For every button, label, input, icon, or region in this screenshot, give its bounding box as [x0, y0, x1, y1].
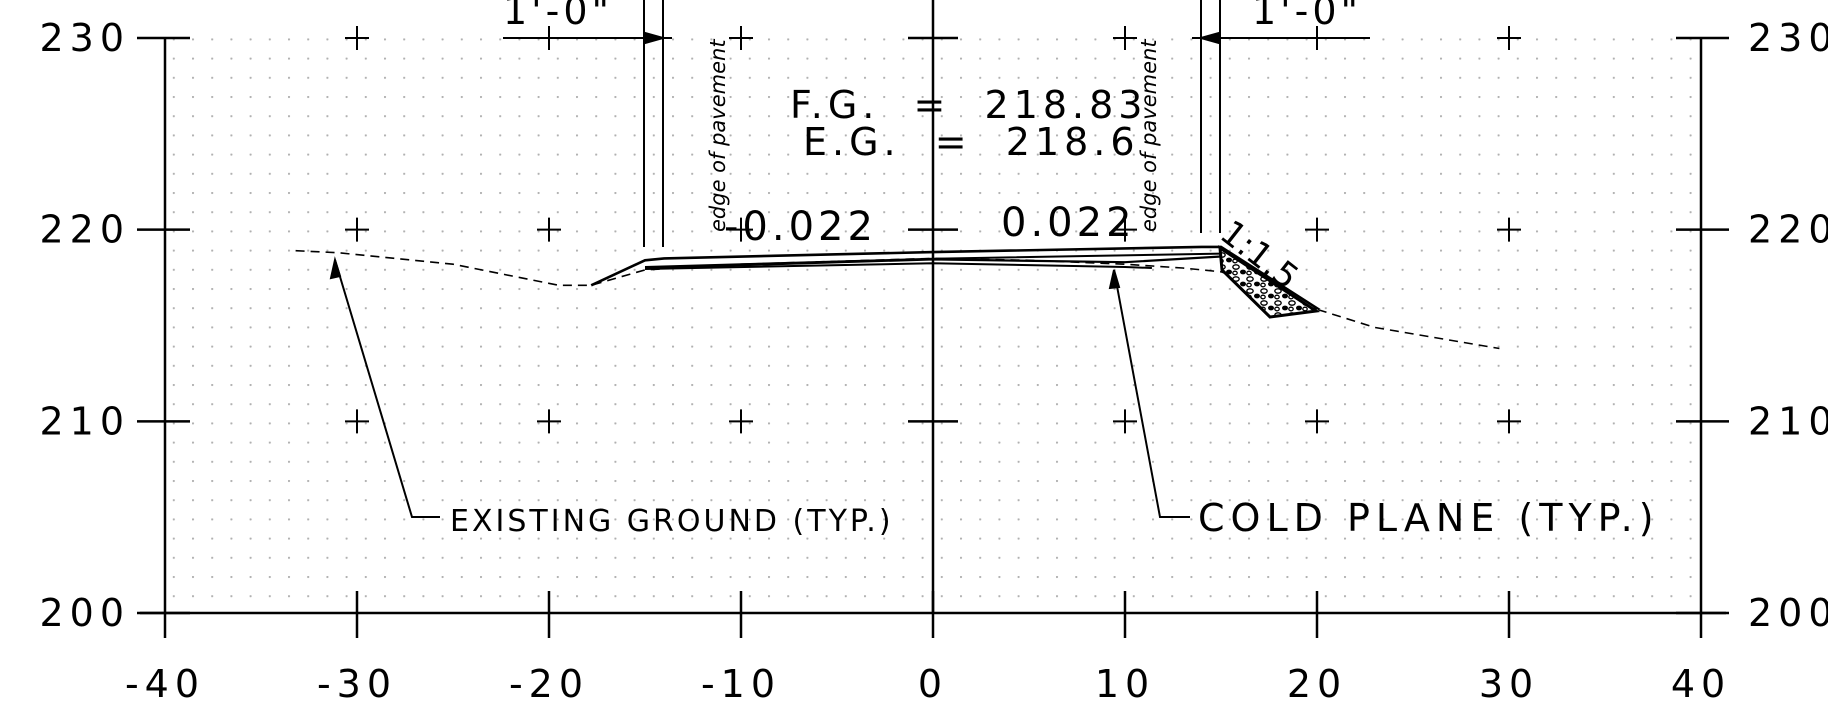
edge-of-pavement-label-left: edge of pavement — [706, 39, 730, 232]
grid-cross — [345, 26, 369, 50]
y-tick-label: 200 — [39, 591, 130, 635]
grid-cross — [729, 409, 753, 434]
grid-cross — [1305, 217, 1329, 242]
x-tick-label: 10 — [1095, 662, 1155, 706]
existing-ground-callout: EXISTING GROUND (TYP.) — [450, 504, 894, 539]
x-tick-label: 0 — [918, 662, 948, 706]
dimension-label-left: 1'-0" — [503, 0, 613, 33]
riprap-slope-protection — [1218, 245, 1321, 319]
grid-cross — [537, 217, 561, 242]
leader-lines — [329, 256, 1190, 518]
grid-cross — [345, 217, 369, 242]
y-tick-label: 220 — [1748, 208, 1828, 252]
y-axis-labels-left: 200 210 220 230 — [39, 16, 130, 635]
x-tick-label: -40 — [125, 662, 205, 706]
cold-plane-line — [644, 262, 1152, 270]
x-tick-label: 30 — [1479, 662, 1539, 706]
y-tick-label: 230 — [1748, 16, 1828, 60]
y-tick-label: 230 — [39, 16, 130, 60]
grid-cross — [1113, 409, 1137, 434]
grid-cross — [1305, 409, 1329, 434]
grid-cross — [729, 217, 753, 242]
grid-cross — [1113, 217, 1137, 242]
x-tick-label: -30 — [317, 662, 397, 706]
pavement-layer-line — [644, 252, 1222, 268]
dimension-arrows — [503, 31, 1370, 45]
y-axis-labels-right: 200 210 220 230 — [1748, 16, 1828, 635]
grid-cross — [345, 409, 369, 434]
grid-cross — [537, 409, 561, 434]
existing-grade-label: E.G. = 218.6 — [803, 120, 1140, 164]
x-tick-label: 20 — [1287, 662, 1347, 706]
x-axis-labels: -40 -30 -20 -10 0 10 20 30 40 — [125, 662, 1731, 706]
y-tick-label: 210 — [1748, 399, 1828, 443]
dimension-label-right: 1'-0" — [1252, 0, 1362, 33]
grid-cross — [1113, 26, 1137, 50]
grid-cross — [1497, 26, 1521, 50]
grid-axes — [137, 0, 1729, 638]
grid-cross — [1497, 217, 1521, 242]
y-tick-label: 210 — [39, 399, 130, 443]
x-tick-label: 40 — [1671, 662, 1731, 706]
x-tick-label: -10 — [701, 662, 781, 706]
cross-slope-label-left: -0.022 — [724, 204, 877, 250]
y-tick-label: 220 — [39, 208, 130, 252]
edge-of-pavement-label-right: edge of pavement — [1137, 39, 1161, 232]
grid-cross — [1497, 409, 1521, 434]
grid-cross — [729, 26, 753, 50]
finished-grade-label: F.G. = 218.83 — [790, 83, 1147, 127]
x-tick-label: -20 — [509, 662, 589, 706]
y-tick-label: 200 — [1748, 591, 1828, 635]
cold-plane-callout: COLD PLANE (TYP.) — [1198, 496, 1660, 540]
cross-slope-label-right: 0.022 — [1001, 200, 1136, 246]
